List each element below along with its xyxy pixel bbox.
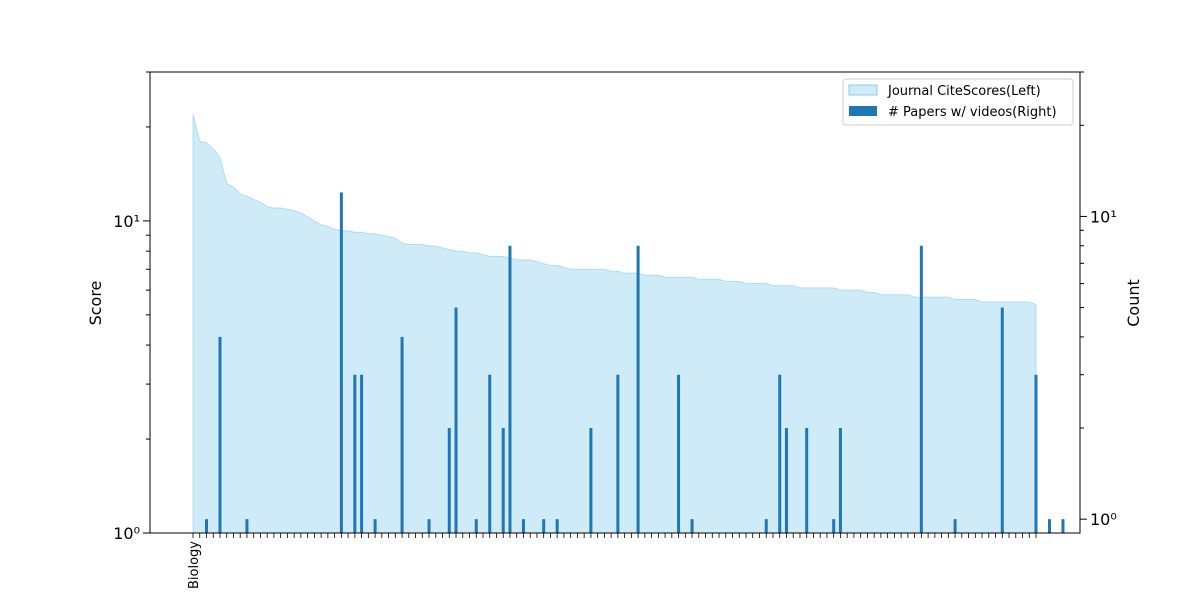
left-axis-ticks: 10⁰ 10¹ <box>113 71 150 543</box>
video-count-bar <box>454 307 458 533</box>
right-tick-label: 10⁰ <box>1090 510 1117 529</box>
video-count-bar <box>360 374 364 533</box>
video-count-bar <box>501 428 505 533</box>
category-label: Biology <box>187 541 202 589</box>
video-count-bar <box>339 192 343 533</box>
video-count-bar <box>474 519 478 533</box>
video-count-bar <box>832 519 836 533</box>
video-count-bar <box>218 336 222 533</box>
citescore-area <box>192 113 1037 534</box>
video-count-bar <box>838 428 842 533</box>
video-count-bar <box>508 245 512 533</box>
video-count-bar <box>677 374 681 533</box>
right-axis-label: Count <box>1124 279 1143 327</box>
video-count-bar <box>488 374 492 533</box>
video-count-bar <box>1061 519 1065 533</box>
x-axis-ticks <box>192 533 1037 538</box>
video-count-bar <box>521 519 525 533</box>
video-count-bar <box>616 374 620 533</box>
video-count-bar <box>204 519 208 533</box>
legend-swatch-bar <box>849 106 877 116</box>
video-count-bar <box>373 519 377 533</box>
category-labels: Biology <box>187 541 202 589</box>
right-axis-ticks: 10⁰ 10¹ <box>1080 71 1117 529</box>
video-count-bar <box>784 428 788 533</box>
video-count-bar <box>447 428 451 533</box>
video-count-bar <box>636 245 640 533</box>
video-count-bar <box>427 519 431 533</box>
legend-swatch-area <box>848 84 878 96</box>
left-axis-label: Score <box>86 281 105 326</box>
legend-label-area: Journal CiteScores(Left) <box>887 84 1041 99</box>
video-count-bar <box>919 245 923 533</box>
video-count-bar <box>245 519 249 533</box>
video-count-bar <box>805 428 809 533</box>
video-count-bar <box>542 519 546 533</box>
video-count-bar <box>778 374 782 533</box>
video-count-bar <box>400 336 404 533</box>
video-count-bar <box>690 519 694 533</box>
right-tick-label: 10¹ <box>1090 207 1117 226</box>
video-count-bar <box>1034 374 1038 533</box>
legend-box <box>842 78 1074 126</box>
video-count-bar <box>1047 519 1051 533</box>
area-layer <box>192 113 1037 534</box>
video-count-bar <box>589 428 593 533</box>
left-tick-label: 10¹ <box>113 212 140 231</box>
video-count-bar <box>555 519 559 533</box>
legend: Journal CiteScores(Left) # Papers w/ vid… <box>842 78 1074 126</box>
legend-label-bar: # Papers w/ videos(Right) <box>888 105 1057 120</box>
video-count-bar <box>764 519 768 533</box>
video-count-bar <box>953 519 957 533</box>
plot-frame <box>149 71 1081 534</box>
left-tick-label: 10⁰ <box>113 524 140 543</box>
bar-layer <box>204 192 1065 533</box>
video-count-bar <box>353 374 357 533</box>
video-count-bar <box>1000 307 1004 533</box>
